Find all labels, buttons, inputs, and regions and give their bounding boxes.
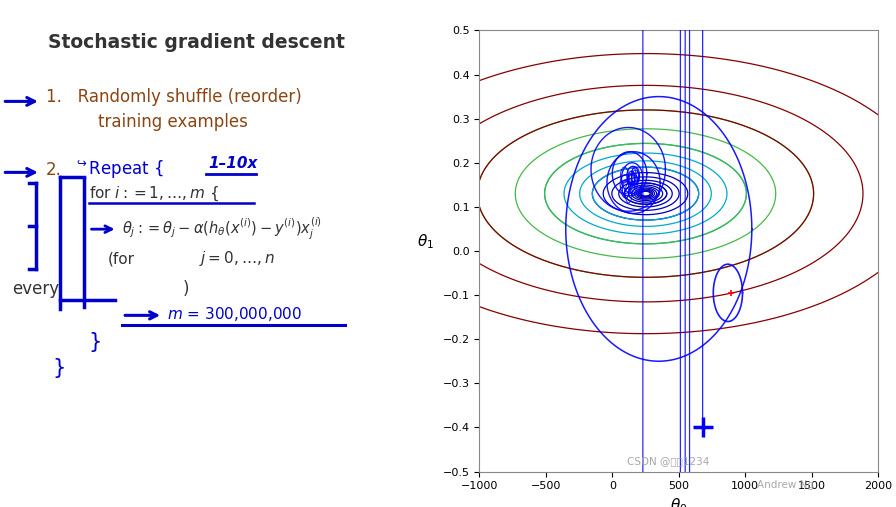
Text: }: } bbox=[53, 357, 66, 378]
Text: ): ) bbox=[182, 280, 189, 298]
Text: training examples: training examples bbox=[99, 113, 248, 131]
Text: for $i := 1,\ldots,m$ {: for $i := 1,\ldots,m$ { bbox=[89, 185, 219, 203]
Text: 1.   Randomly shuffle (reorder): 1. Randomly shuffle (reorder) bbox=[46, 88, 301, 106]
Text: Stochastic gradient descent: Stochastic gradient descent bbox=[48, 33, 345, 52]
Text: }: } bbox=[89, 332, 102, 352]
Text: $m$ = 300,000,000: $m$ = 300,000,000 bbox=[167, 305, 302, 323]
X-axis label: $\theta_0$: $\theta_0$ bbox=[670, 497, 687, 507]
Text: CSDN @踩升1234: CSDN @踩升1234 bbox=[627, 456, 710, 466]
Text: $^\hookrightarrow$Repeat {: $^\hookrightarrow$Repeat { bbox=[74, 158, 164, 180]
Text: $j = 0,\ldots,n$: $j = 0,\ldots,n$ bbox=[199, 249, 275, 268]
Y-axis label: $\theta_1$: $\theta_1$ bbox=[418, 232, 435, 251]
Text: Andrew Ng: Andrew Ng bbox=[757, 480, 814, 490]
Text: $\theta_j := \theta_j - \alpha(h_\theta(x^{(i)}) - y^{(i)})x_j^{(i)}$: $\theta_j := \theta_j - \alpha(h_\theta(… bbox=[122, 216, 323, 242]
Text: every: every bbox=[12, 280, 59, 298]
Text: 1–10x: 1–10x bbox=[209, 156, 258, 171]
Text: 2.: 2. bbox=[46, 161, 62, 179]
Text: (for: (for bbox=[108, 251, 135, 266]
